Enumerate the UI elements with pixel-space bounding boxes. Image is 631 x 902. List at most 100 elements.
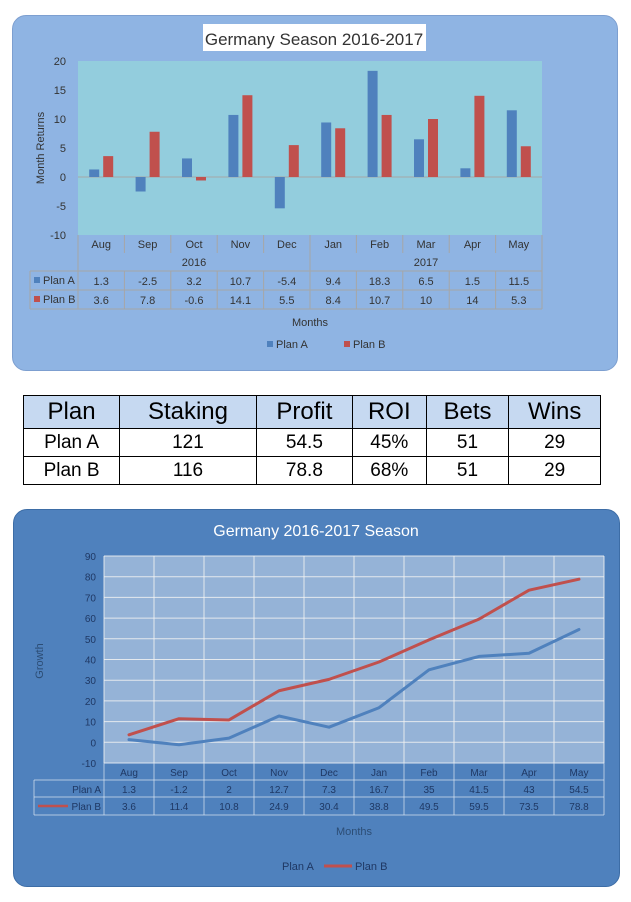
legend-label: Plan B: [353, 339, 385, 351]
x-tick-label: Mar: [417, 239, 436, 251]
x-tick-label: Aug: [120, 768, 138, 779]
x-tick-label: Oct: [221, 768, 237, 779]
y-tick-label: -5: [56, 201, 66, 213]
cell-roi: 45%: [351, 428, 427, 457]
bar-plan-b: [149, 131, 160, 177]
bar-plan-b: [103, 156, 114, 177]
bar-plan-a: [321, 122, 332, 177]
y-tick-label: 40: [85, 656, 97, 667]
table-data-label: 5.3: [511, 295, 526, 307]
table-data-label: 7.3: [322, 785, 336, 796]
x-tick-label: Apr: [464, 239, 481, 251]
table-data-label: 30.4: [319, 802, 339, 813]
bar-plan-b: [242, 95, 253, 177]
x-tick-label: Sep: [170, 768, 188, 779]
bar-plan-a: [89, 169, 100, 177]
table-row: Plan A 121 54.5 45% 51 29: [22, 428, 601, 457]
bar-plan-b: [474, 95, 485, 177]
bar-plan-a: [274, 177, 285, 209]
bar-plan-a: [460, 168, 471, 177]
bar-plan-a: [182, 158, 192, 177]
table-data-label: 41.5: [469, 785, 489, 796]
x-tick-label: May: [570, 768, 589, 779]
line-chart-x-axis-label: Months: [336, 826, 373, 838]
table-data-label: 10: [420, 295, 432, 307]
table-data-label: 10.7: [230, 276, 251, 288]
table-data-label: 2: [226, 785, 232, 796]
x-group-label: 2017: [414, 257, 438, 269]
legend-label: Plan A: [276, 339, 308, 351]
bar-plan-b: [381, 114, 392, 177]
cell-profit: 78.8: [255, 456, 353, 485]
cell-staking: 116: [119, 456, 257, 485]
table-legend-key: [34, 277, 40, 283]
x-tick-label: Nov: [231, 239, 251, 251]
table-data-label: 14.1: [230, 295, 251, 307]
table-data-label: 5.5: [279, 295, 294, 307]
cell-plan: Plan A: [22, 428, 121, 457]
bar-plan-b: [288, 145, 299, 177]
cell-plan: Plan B: [22, 456, 121, 485]
x-tick-label: Jan: [371, 768, 387, 779]
bar-plan-b: [335, 128, 346, 177]
bar-plan-b: [520, 146, 531, 177]
table-data-label: 59.5: [469, 802, 489, 813]
bar-plan-a: [135, 177, 146, 192]
cell-roi: 68%: [351, 456, 427, 485]
table-data-label: 10.7: [369, 295, 390, 307]
bar-chart-title: Germany Season 2016-2017: [205, 30, 423, 49]
table-series-name: Plan B: [43, 294, 75, 306]
table-data-label: -0.6: [185, 295, 204, 307]
table-data-label: 73.5: [519, 802, 539, 813]
bar-plan-b: [428, 119, 438, 177]
x-tick-label: Sep: [138, 239, 158, 251]
y-tick-label: 50: [85, 635, 97, 646]
y-tick-label: 0: [90, 738, 96, 749]
legend-label: Plan A: [282, 861, 314, 873]
x-tick-label: May: [508, 239, 529, 251]
x-group-label: 2016: [182, 257, 206, 269]
bar-plan-a: [367, 70, 378, 177]
table-data-label: 18.3: [369, 276, 390, 288]
x-tick-label: Aug: [91, 239, 111, 251]
table-data-label: -1.2: [170, 785, 188, 796]
legend-label: Plan B: [355, 861, 387, 873]
table-legend-key: [34, 296, 40, 302]
line-chart-title: Germany 2016-2017 Season: [213, 523, 418, 540]
table-data-label: 54.5: [569, 785, 589, 796]
legend-key: [344, 341, 350, 347]
table-data-label: 24.9: [269, 802, 289, 813]
cell-wins: 29: [508, 456, 601, 485]
x-tick-label: Nov: [270, 768, 288, 779]
bar-chart-title-box: [203, 24, 426, 51]
y-tick-label: 80: [85, 573, 97, 584]
bar-plan-a: [228, 114, 239, 177]
y-tick-label: 15: [54, 85, 66, 97]
table-data-label: 11.5: [509, 276, 530, 288]
table-data-label: 78.8: [569, 802, 589, 813]
header-plan: Plan: [22, 395, 121, 429]
x-tick-label: Feb: [370, 239, 389, 251]
y-tick-label: 30: [85, 676, 97, 687]
table-data-label: 10.8: [219, 802, 239, 813]
table-series-name: Plan A: [72, 785, 101, 796]
cell-wins: 29: [508, 428, 601, 457]
table-data-label: 9.4: [326, 276, 341, 288]
y-tick-label: 0: [60, 172, 66, 184]
table-data-label: 1.5: [465, 276, 480, 288]
x-tick-label: Apr: [521, 768, 537, 779]
table-data-label: -2.5: [138, 276, 157, 288]
table-data-label: -5.4: [277, 276, 296, 288]
x-tick-label: Mar: [470, 768, 488, 779]
table-data-label: 8.4: [326, 295, 341, 307]
line-chart-y-axis-label: Growth: [34, 643, 46, 678]
y-tick-label: 5: [60, 143, 66, 155]
table-data-label: 16.7: [369, 785, 389, 796]
table-data-label: 38.8: [369, 802, 389, 813]
table-data-label: 35: [423, 785, 435, 796]
cell-bets: 51: [425, 428, 510, 457]
header-staking: Staking: [119, 395, 257, 429]
table-series-name: Plan A: [43, 275, 75, 287]
